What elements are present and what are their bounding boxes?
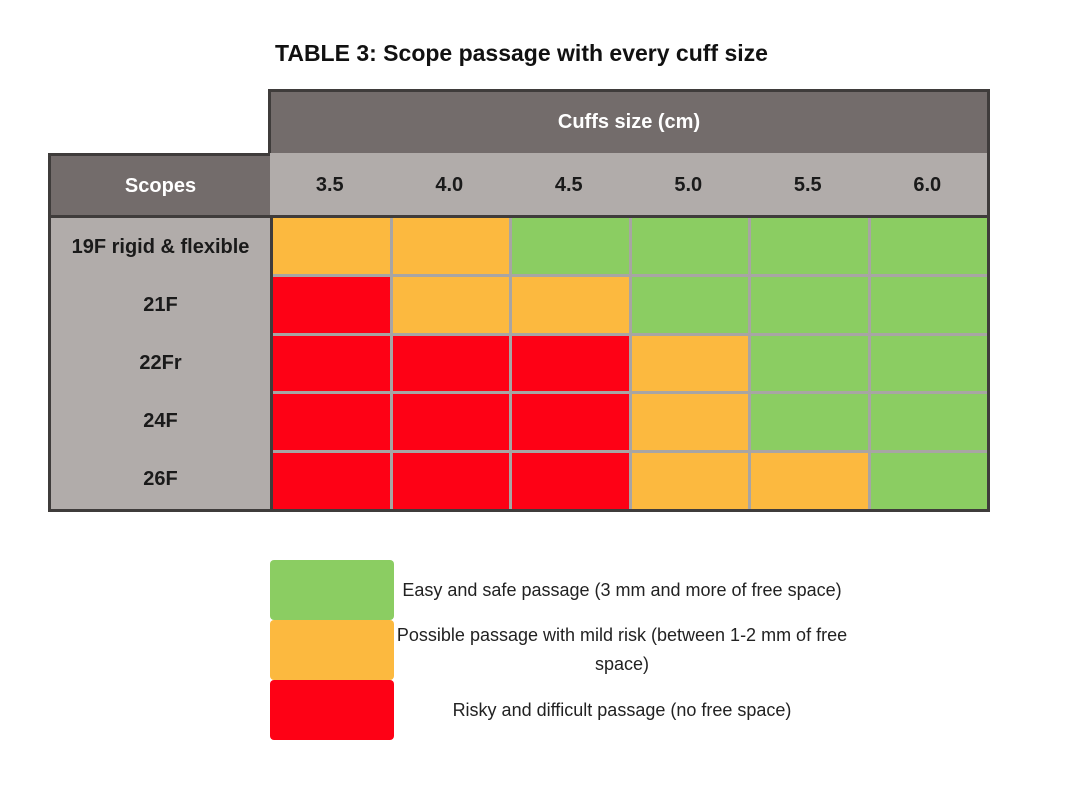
passage-cell-easy xyxy=(751,218,868,274)
passage-cell-easy xyxy=(631,276,748,333)
legend-swatch-risky xyxy=(270,680,394,740)
cuff-size-3-5: 3.5 xyxy=(315,173,344,196)
scope-labels-column: 19F rigid & flexible 21F 22Fr 24F 26F xyxy=(51,218,273,509)
passage-grid: 19F rigid & flexible 21F 22Fr 24F 26F xyxy=(48,215,990,512)
legend-swatch-mild xyxy=(270,620,394,680)
passage-cell-easy xyxy=(631,218,748,274)
legend-item-easy: Easy and safe passage (3 mm and more of … xyxy=(270,560,850,620)
legend-item-risky: Risky and difficult passage (no free spa… xyxy=(270,680,850,740)
passage-cell-easy xyxy=(870,453,987,509)
scope-label-19f: 19F rigid & flexible xyxy=(71,235,250,258)
passage-cell-easy xyxy=(751,276,868,333)
passage-cell-risky xyxy=(392,453,509,509)
passage-cells xyxy=(273,218,987,509)
passage-cell-mild xyxy=(392,276,509,333)
legend-item-mild: Possible passage with mild risk (between… xyxy=(270,620,850,680)
passage-cell-mild xyxy=(631,453,748,509)
passage-cell-mild xyxy=(631,335,748,392)
scopes-header-label: Scopes xyxy=(124,175,197,197)
scope-label-21f: 21F xyxy=(143,293,178,316)
passage-cell-risky xyxy=(512,394,629,451)
cuff-size-5-0: 5.0 xyxy=(674,173,703,196)
table-title: TABLE 3: Scope passage with every cuff s… xyxy=(275,40,768,66)
scope-label-24f: 24F xyxy=(143,410,178,433)
passage-cell-risky xyxy=(273,453,390,509)
passage-cell-mild xyxy=(631,394,748,451)
legend-text-risky: Risky and difficult passage (no free spa… xyxy=(452,699,792,720)
passage-cell-easy xyxy=(751,335,868,392)
scope-label-22fr: 22Fr xyxy=(139,352,182,374)
passage-cell-easy xyxy=(870,394,987,451)
passage-cell-mild xyxy=(751,453,868,509)
scopes-header: Scopes xyxy=(48,153,270,217)
passage-cell-easy xyxy=(870,335,987,392)
passage-cell-mild xyxy=(273,218,390,274)
passage-cell-risky xyxy=(273,394,390,451)
passage-cell-risky xyxy=(392,394,509,451)
legend-swatch-easy xyxy=(270,560,394,620)
cuff-size-5-5: 5.5 xyxy=(793,173,822,196)
passage-cell-easy xyxy=(512,218,629,274)
passage-cell-mild xyxy=(512,276,629,333)
passage-cell-risky xyxy=(392,335,509,392)
passage-cell-risky xyxy=(273,335,390,392)
passage-cell-risky xyxy=(512,453,629,509)
passage-cell-easy xyxy=(751,394,868,451)
legend-text-mild: Possible passage with mild risk (between… xyxy=(396,625,848,674)
scope-label-26f: 26F xyxy=(143,468,178,491)
passage-cell-easy xyxy=(870,218,987,274)
legend-text-easy: Easy and safe passage (3 mm and more of … xyxy=(402,579,842,600)
cuff-size-6-0: 6.0 xyxy=(913,173,942,196)
cuff-sizes-row: 3.5 4.0 4.5 5.0 5.5 6.0 xyxy=(270,153,990,217)
cuff-size-4-5: 4.5 xyxy=(554,173,583,196)
cuff-size-4-0: 4.0 xyxy=(435,173,464,196)
passage-cell-risky xyxy=(273,276,390,333)
passage-cell-mild xyxy=(392,218,509,274)
cuffs-size-header-label: Cuffs size (cm) xyxy=(557,111,701,133)
cuffs-size-header: Cuffs size (cm) xyxy=(268,89,990,153)
legend: Easy and safe passage (3 mm and more of … xyxy=(270,560,850,740)
passage-cell-easy xyxy=(870,276,987,333)
passage-cell-risky xyxy=(512,335,629,392)
